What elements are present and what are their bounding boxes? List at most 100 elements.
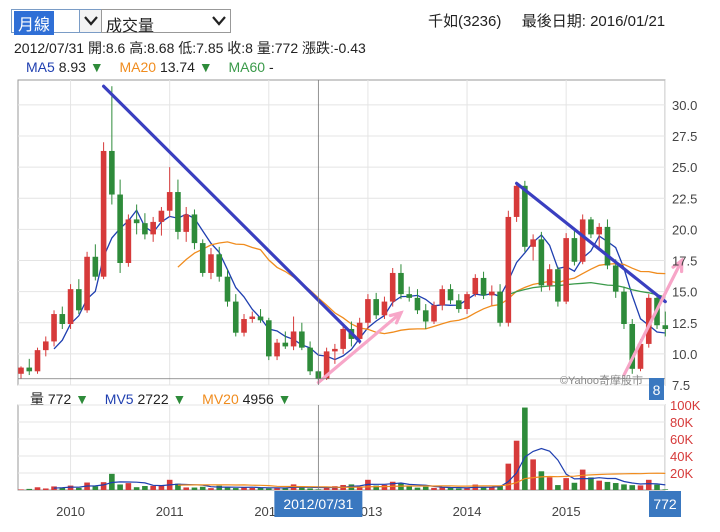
volume-bar: [373, 485, 379, 490]
volume-average-lines: [53, 447, 666, 489]
candle-body: [42, 341, 49, 351]
price-grid: [17, 79, 666, 386]
volume-bar: [588, 477, 594, 490]
volume-bar: [26, 488, 33, 490]
volume-bar: [522, 407, 528, 490]
volume-bar: [150, 485, 156, 490]
volume-grid: [17, 404, 666, 491]
volume-bar: [76, 487, 82, 490]
volume-bar: [249, 487, 256, 490]
volume-label: 量:: [256, 40, 275, 56]
volume-bar: [299, 487, 305, 490]
volume-bar: [637, 485, 644, 490]
candle-body: [472, 277, 479, 295]
candle-body: [546, 269, 553, 286]
low-label: 低:: [178, 40, 197, 56]
candle-body: [323, 351, 330, 379]
mv5-value: 2722: [137, 391, 169, 407]
candle-body: [406, 294, 413, 298]
trendlines: [101, 84, 684, 385]
volume-bar: [447, 487, 454, 490]
chevron-down-icon[interactable]: [208, 10, 230, 32]
low-value: 7.85: [196, 40, 224, 56]
period-select[interactable]: 月線: [11, 9, 103, 35]
candle-body: [117, 194, 123, 263]
volume-bar: [497, 485, 503, 490]
volume-tick-label: 80K: [670, 415, 693, 430]
stock-name: 千如(3236): [428, 13, 502, 30]
volume-bar: [455, 488, 462, 490]
volume-bar: [596, 480, 602, 490]
volume-bar: [208, 488, 214, 490]
volume-bar: [604, 481, 611, 490]
candle-body: [166, 192, 173, 211]
candle-body: [92, 256, 99, 277]
volume-bar: [629, 485, 636, 490]
candle-body: [612, 265, 619, 292]
candle-body: [125, 219, 132, 263]
chevron-down-icon[interactable]: [79, 10, 102, 32]
price-legend: MA5 8.93 ▼ MA20 13.74 ▼ MA60 -: [26, 59, 274, 75]
candle-body: [422, 310, 429, 322]
volume-bars: [18, 407, 669, 491]
candle-body: [513, 185, 520, 217]
candle-body: [662, 325, 669, 329]
stock-header: 千如(3236) 最後日期: 2016/01/21: [428, 10, 665, 31]
cursor-price-label: 8: [653, 382, 661, 398]
candle-body: [538, 239, 545, 286]
indicator-select[interactable]: 成交量: [101, 9, 231, 35]
candle-body: [282, 342, 289, 347]
candle-body: [505, 216, 512, 323]
volume-bar: [216, 485, 223, 490]
ma20-line: [177, 241, 666, 335]
price-tick-label: 7.5: [672, 378, 690, 393]
volume-bar: [356, 486, 363, 490]
volume-bar: [199, 486, 206, 490]
candle-body: [431, 305, 437, 322]
volume-bar: [183, 487, 189, 490]
volume-bar: [645, 479, 652, 490]
arrowhead-icon: [671, 257, 684, 274]
candle-body: [579, 219, 586, 262]
volume-bar: [133, 487, 140, 490]
candle-body: [26, 367, 33, 372]
candle-body: [224, 276, 231, 302]
candle-body: [464, 294, 470, 310]
ma60-value: -: [268, 59, 274, 75]
candle-body: [398, 272, 404, 295]
volume-bar: [266, 488, 272, 490]
price-tick-label: 12.5: [672, 316, 697, 331]
volume-bar: [59, 487, 66, 490]
volume-bar: [274, 488, 280, 490]
volume-bar: [100, 482, 107, 490]
candle-body: [356, 322, 363, 339]
volume-bar: [546, 477, 553, 490]
mv20-value: 4956: [242, 391, 274, 407]
candle-body: [373, 299, 379, 316]
candle-body: [51, 314, 57, 342]
candle-body: [109, 150, 115, 195]
resistance-trendline: [101, 84, 362, 344]
candle-body: [365, 299, 371, 323]
mv5-down-arrow-icon: ▼: [172, 391, 187, 407]
volume-bar: [117, 484, 123, 490]
candle-body: [530, 239, 536, 247]
volume-bar: [158, 485, 165, 490]
year-tick-label: 2011: [156, 504, 184, 519]
cursor-date-box: [274, 491, 363, 517]
candle-body: [59, 314, 66, 324]
candle-body: [257, 316, 264, 321]
cursor-volume-label: 772: [653, 496, 677, 512]
close-value: 8: [245, 40, 253, 56]
volume-bar: [422, 486, 429, 490]
candle-body: [76, 289, 82, 311]
open-value: 8.6: [105, 40, 126, 56]
candle-body: [455, 300, 462, 310]
high-value: 8.68: [147, 40, 175, 56]
candle-body: [604, 226, 611, 266]
volume-bar: [621, 484, 627, 490]
mv20-down-arrow-icon: ▼: [277, 391, 292, 407]
candle-body: [241, 319, 247, 333]
candle-body: [208, 254, 214, 273]
